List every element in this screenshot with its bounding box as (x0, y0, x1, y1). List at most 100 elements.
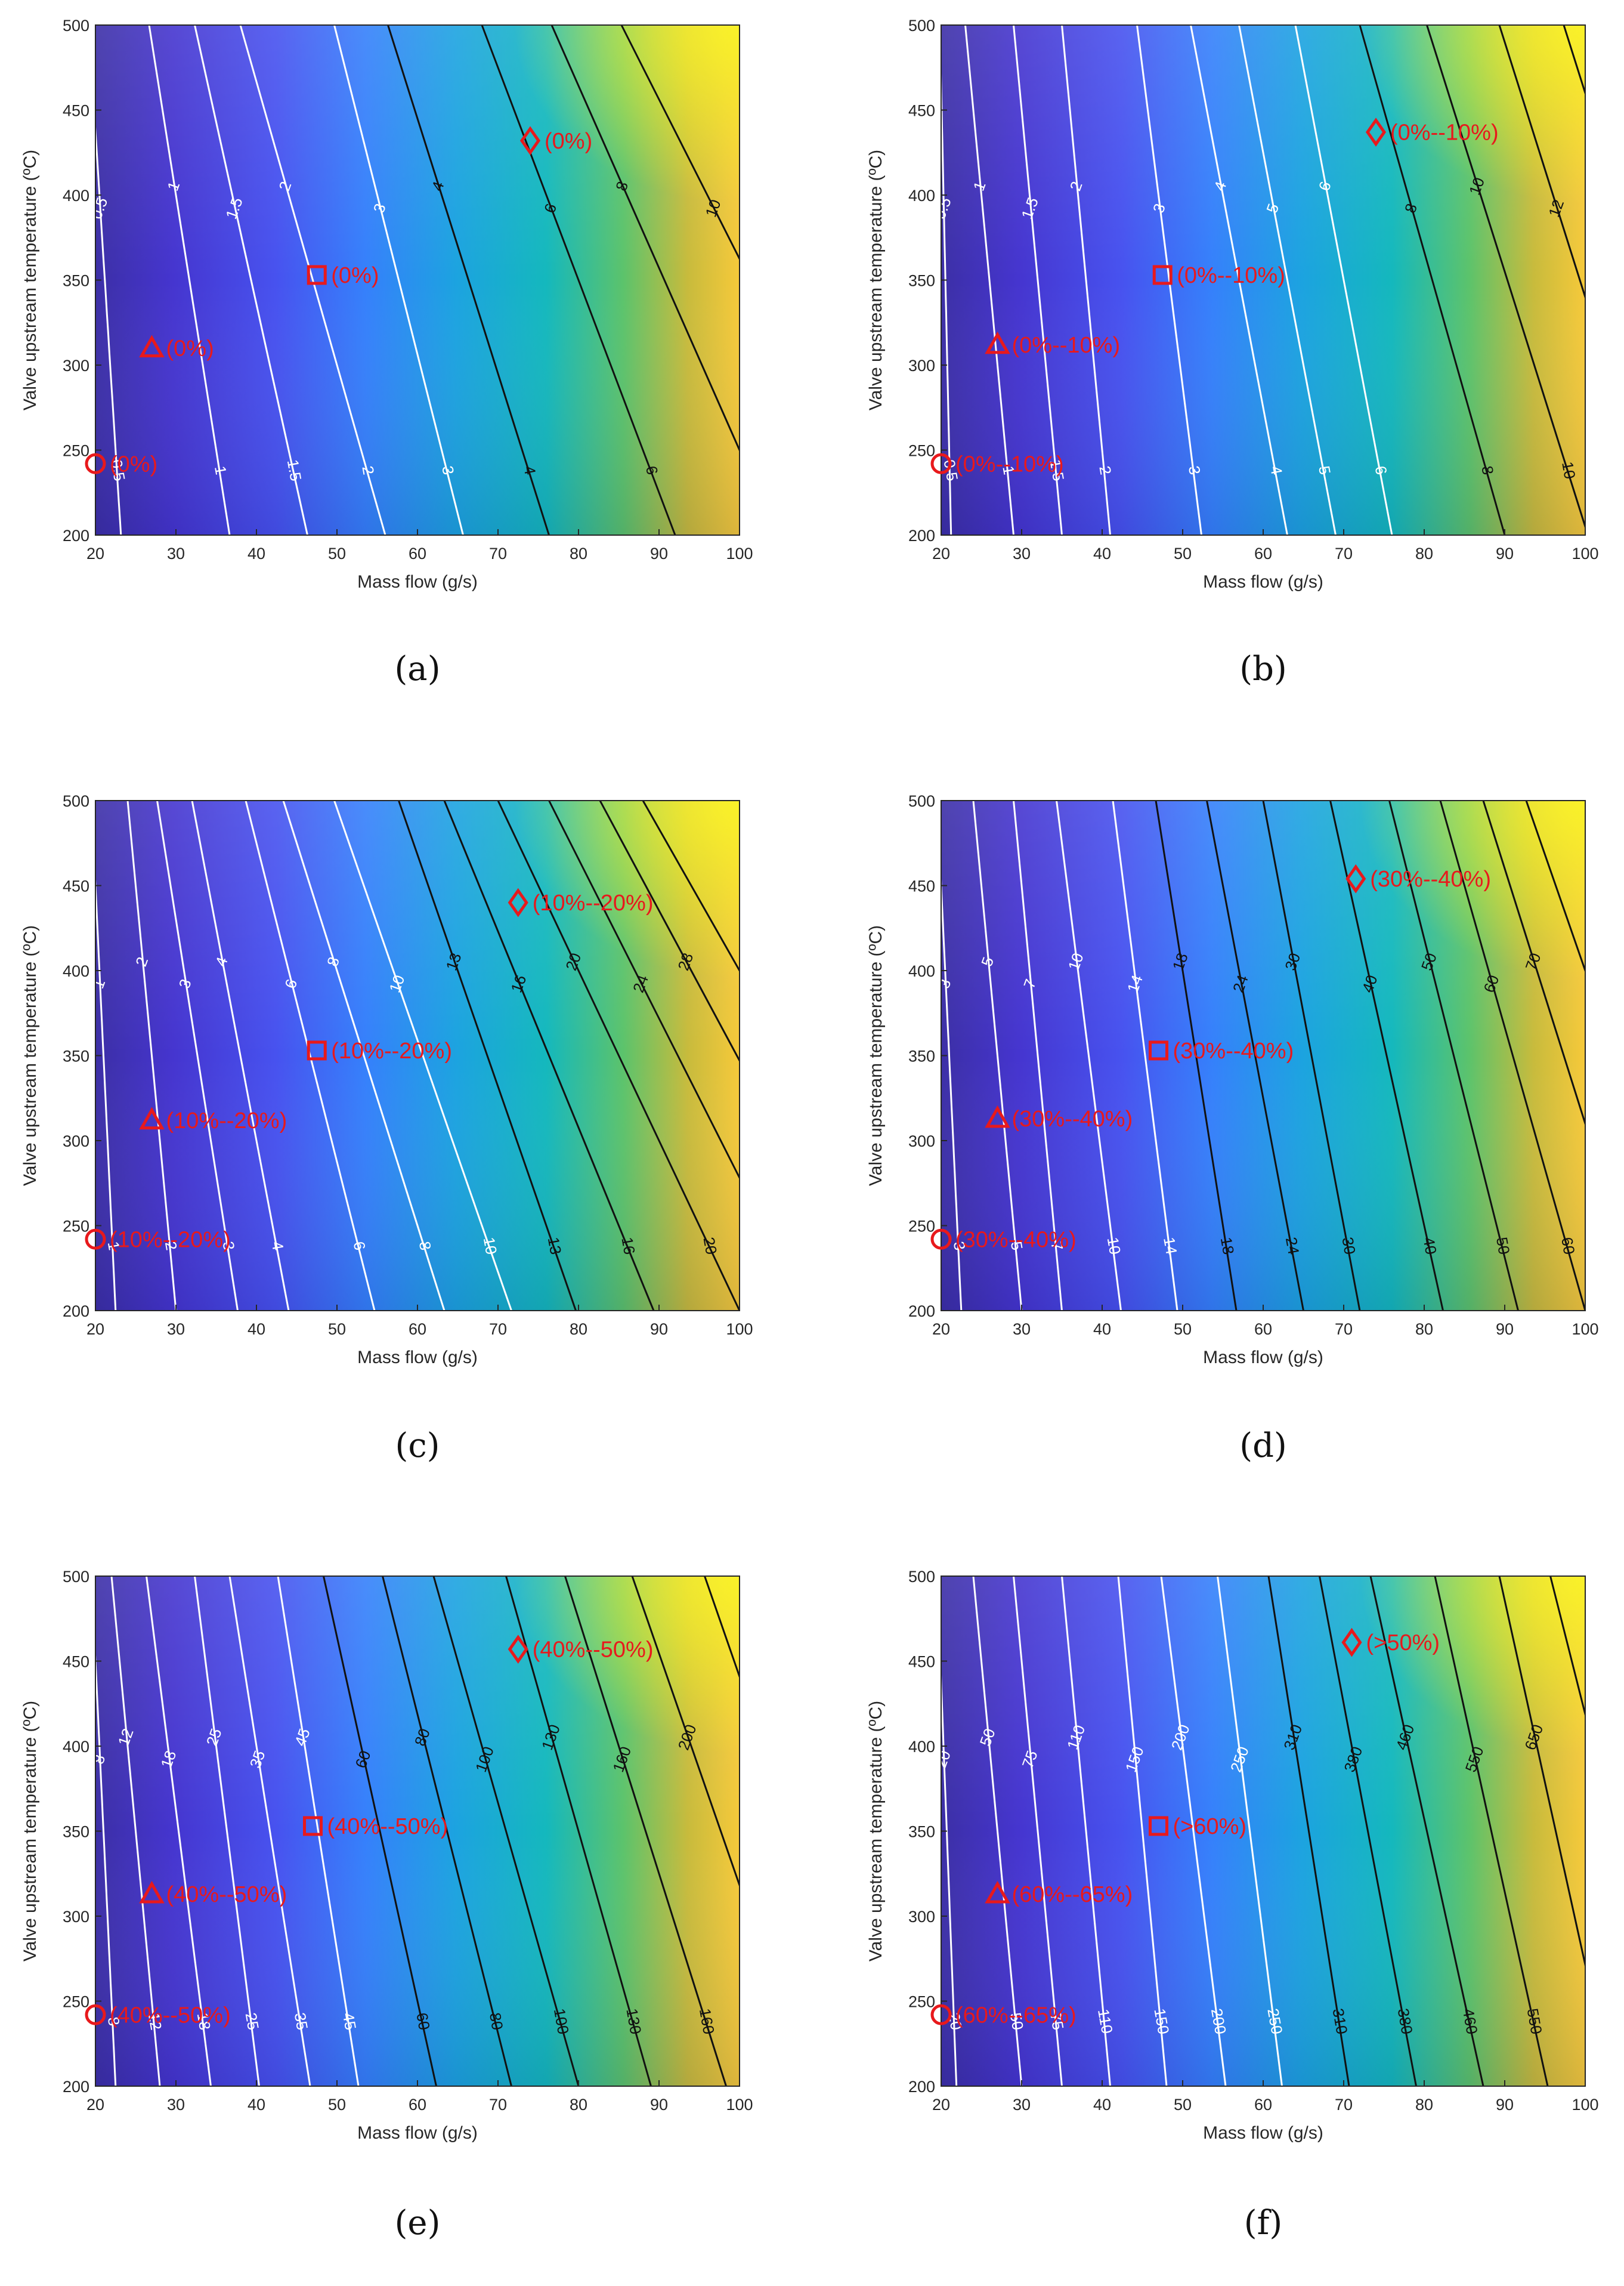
contour-label-75: 75 (1047, 2011, 1068, 2031)
contour-line-310 (1267, 1576, 1350, 2086)
x-tick-label: 50 (328, 2096, 346, 2114)
svg-text:3: 3 (1185, 465, 1204, 476)
svg-text:250: 250 (1264, 2007, 1286, 2035)
svg-text:3: 3 (950, 1240, 969, 1252)
svg-text:0.5: 0.5 (107, 458, 129, 483)
y-tick-label: 200 (63, 527, 89, 545)
svg-text:20: 20 (700, 1235, 721, 1256)
marker-label: (>50%) (1366, 1630, 1440, 1655)
svg-text:2: 2 (1096, 465, 1115, 476)
contour-line-1 (148, 25, 231, 535)
x-tick-label: 70 (1335, 1320, 1353, 1338)
y-tick-label: 500 (908, 792, 935, 810)
x-tick-label: 100 (1572, 2096, 1598, 2114)
contour-line-3 (941, 866, 963, 1311)
svg-text:6: 6 (350, 1240, 369, 1252)
y-tick-label: 500 (63, 17, 89, 35)
y-tick-label: 450 (63, 878, 89, 895)
contour-line-240 (703, 1576, 740, 1679)
contour-label-3: 3 (219, 1240, 238, 1252)
svg-text:1.5: 1.5 (284, 458, 305, 483)
contour-line-550 (1434, 1576, 1549, 2086)
heatmap-shading (941, 801, 1585, 1311)
contour-label-2: 2 (162, 1240, 181, 1252)
panel-caption: (a) (394, 650, 440, 688)
x-tick-label: 40 (1093, 1320, 1111, 1338)
x-tick-label: 80 (570, 2096, 587, 2114)
contour-line-50 (972, 1576, 1023, 2086)
marker-triangle: (0%--10%) (985, 331, 1120, 358)
marker-circle: (10%--20%) (85, 1227, 231, 1252)
x-tick-label: 80 (1415, 2096, 1433, 2114)
y-tick-label: 400 (908, 1738, 935, 1756)
contour-label-24: 24 (1282, 1235, 1303, 1256)
x-axis-label: Mass flow (g/s) (1203, 572, 1323, 592)
heatmap-shading (95, 25, 740, 535)
y-tick-label: 350 (908, 272, 935, 290)
marker-triangle: (40%--50%) (139, 1880, 287, 1907)
svg-text:2: 2 (358, 465, 378, 476)
x-tick-label: 100 (1572, 1320, 1598, 1338)
svg-text:4: 4 (520, 465, 539, 476)
x-tick-label: 70 (489, 545, 507, 563)
x-tick-label: 90 (650, 545, 668, 563)
contour-line-16 (443, 801, 655, 1311)
contour-line-80 (1525, 801, 1585, 974)
panel-caption: (f) (1244, 2204, 1282, 2242)
svg-text:1: 1 (104, 1240, 123, 1252)
marker-square: (40%--50%) (303, 1814, 448, 1839)
contour-line-380 (1318, 1576, 1418, 2086)
y-tick-label: 250 (908, 1218, 935, 1235)
contour-label-20: 20 (700, 1235, 721, 1256)
contour-line-460 (1369, 1576, 1484, 2086)
contour-label-3: 3 (950, 1240, 969, 1252)
y-axis-label: Valve upstream temperature (ºC) (866, 1701, 886, 1961)
contour-label-250: 250 (1264, 2007, 1286, 2035)
contour-line-24 (1205, 801, 1305, 1311)
contour-line-50 (1388, 801, 1520, 1311)
marker-diamond: (30%--40%) (1345, 864, 1491, 894)
x-tick-label: 30 (167, 545, 185, 563)
svg-text:18: 18 (194, 2011, 215, 2031)
contour-label-35: 35 (291, 2011, 312, 2031)
x-tick-label: 20 (86, 545, 104, 563)
contour-line-3 (333, 25, 465, 535)
contour-line-150 (1117, 1576, 1168, 2086)
contour-line-13 (397, 801, 577, 1311)
contour-line-14 (1112, 801, 1178, 1311)
marker-label: (30%--40%) (1012, 1107, 1133, 1132)
svg-text:130: 130 (623, 2007, 645, 2035)
contour-line-24 (547, 801, 740, 1180)
svg-text:100: 100 (550, 2007, 573, 2035)
contour-label-14: 14 (1160, 1235, 1181, 1256)
contour-label-10: 10 (1558, 460, 1579, 480)
contour-lines (941, 801, 1585, 1311)
marker-circle: (30%--40%) (930, 1227, 1077, 1252)
marker-label: (0%) (331, 263, 379, 288)
contour-label-2: 2 (358, 465, 378, 476)
x-tick-label: 60 (1254, 2096, 1272, 2114)
contour-line-1 (964, 25, 1015, 535)
svg-text:40: 40 (1419, 1235, 1440, 1256)
contour-label-110: 110 (1094, 2007, 1116, 2035)
contour-line-750 (1549, 1576, 1585, 1718)
x-tick-label: 20 (932, 1320, 950, 1338)
contour-line-2 (126, 801, 177, 1311)
x-tick-label: 40 (248, 545, 265, 563)
x-tick-label: 20 (86, 1320, 104, 1338)
panel-caption: (c) (395, 1426, 440, 1465)
svg-text:6: 6 (1372, 465, 1391, 476)
svg-text:10: 10 (1104, 1235, 1125, 1256)
contour-line-12 (110, 1576, 161, 2086)
heatmap-shading (941, 1576, 1585, 2086)
y-tick-label: 500 (63, 1568, 89, 1586)
contour-line-1.5 (1012, 25, 1063, 535)
y-tick-label: 250 (63, 1218, 89, 1235)
marker-diamond: (40%--50%) (508, 1635, 653, 1664)
contour-label-6: 6 (642, 465, 661, 476)
x-tick-label: 20 (932, 2096, 950, 2114)
contour-line-30 (1262, 801, 1361, 1311)
y-tick-label: 200 (908, 1302, 935, 1320)
marker-label: (>60%) (1173, 1814, 1247, 1839)
y-tick-label: 450 (908, 878, 935, 895)
